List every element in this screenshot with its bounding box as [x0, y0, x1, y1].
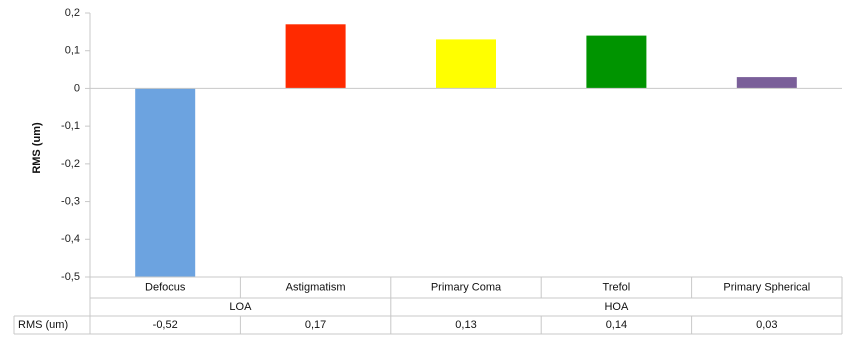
data-table: Defocus Astigmatism Primary Coma Trefol Prim…: [13, 276, 843, 335]
table-value: 0,14: [606, 319, 627, 331]
bar-astigmatism: [285, 24, 346, 89]
table-value: -0,52: [153, 319, 178, 331]
y-tick-label: -0,4: [61, 233, 80, 245]
axes-layer: [85, 12, 842, 278]
y-tick-label: -0,3: [61, 195, 80, 207]
y-tick-label: -0,5: [61, 271, 80, 283]
table-row-label: RMS (um): [18, 319, 68, 331]
group-label: HOA: [604, 301, 629, 313]
table-value: 0,13: [455, 319, 476, 331]
category-label: Primary Spherical: [723, 281, 810, 293]
group-label: LOA: [229, 301, 252, 313]
bar-defocus: [135, 88, 196, 278]
table-value: 0,03: [756, 319, 777, 331]
y-axis-title: RMS (um): [31, 122, 43, 174]
bar-primary-spherical: [736, 77, 797, 89]
category-label: Astigmatism: [286, 281, 346, 293]
bar-trefol: [586, 35, 647, 89]
y-tick-label: 0,2: [65, 7, 80, 19]
category-label: Trefol: [603, 281, 631, 293]
y-tick-labels: 0,2 0,1 0 -0,1 -0,2 -0,3 -0,4 -0,5: [61, 7, 80, 283]
y-tick-label: -0,2: [61, 158, 80, 170]
y-tick-label: 0: [74, 82, 80, 94]
bar-primary-coma: [436, 39, 496, 89]
y-tick-label: -0,1: [61, 120, 80, 132]
category-label: Defocus: [145, 281, 186, 293]
table-value: 0,17: [305, 319, 326, 331]
bars-layer: [135, 24, 797, 278]
y-tick-label: 0,1: [65, 45, 80, 57]
category-label: Primary Coma: [431, 281, 502, 293]
